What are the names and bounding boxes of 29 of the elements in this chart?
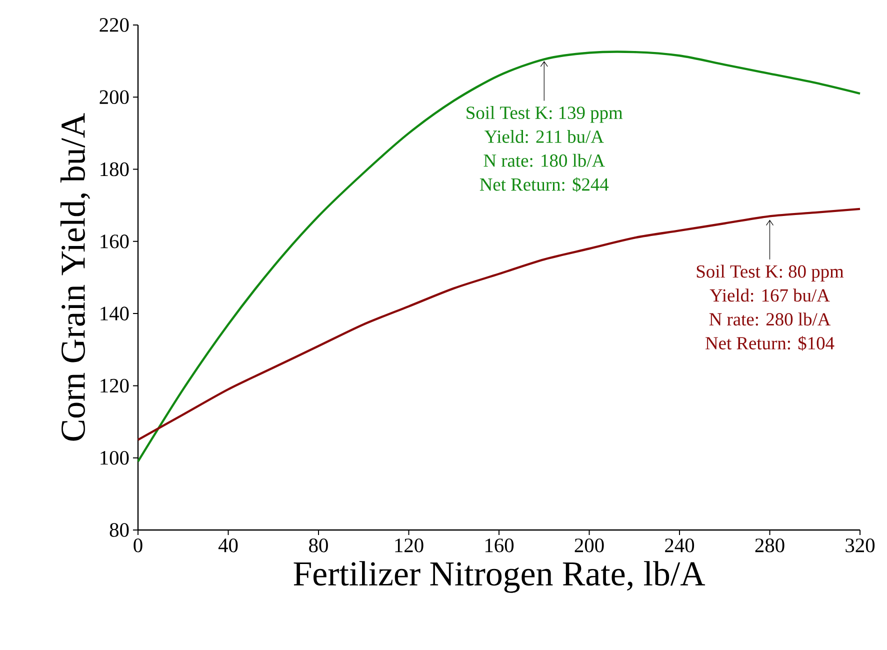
x-tick-label: 120	[395, 538, 424, 552]
annotation: Net Return: $244	[480, 177, 609, 192]
annotation: Soil Test K: 139 ppm	[466, 106, 623, 123]
x-tick-label: 280	[755, 538, 784, 552]
annotation: Yield: 211 bu/A	[484, 130, 604, 144]
x-tick-label: 0	[134, 538, 142, 552]
x-tick-label: 160	[485, 538, 514, 552]
x-tick-label: 320	[846, 538, 875, 552]
y-tick-label: 80	[110, 523, 129, 537]
x-tick-label: 80	[309, 538, 328, 552]
x-axis-title: Fertilizer Nitrogen Rate, lb/A	[294, 561, 706, 593]
x-tick-label: 200	[574, 538, 604, 552]
line-series	[136, 50, 862, 463]
line-series	[136, 208, 862, 441]
annotation: N rate: 280 lb/A	[709, 312, 831, 326]
y-tick-label: 180	[100, 162, 129, 176]
annotation: Net Return: $104	[706, 336, 834, 351]
y-tick-label: 100	[100, 450, 129, 465]
x-tick-label: 40	[218, 538, 238, 552]
annotation: N rate: 180 lb/A	[484, 154, 605, 167]
annotation: Yield: 167 bu/A	[710, 288, 830, 302]
y-axis-title: Corn Grain Yield, bu/A	[60, 113, 90, 441]
y-tick-label: 120	[100, 378, 129, 393]
y-tick-label: 140	[100, 306, 129, 320]
y-tick-label: 220	[100, 18, 129, 32]
y-tick-label: 160	[100, 234, 129, 248]
x-tick-label: 240	[665, 538, 694, 552]
y-tick-label: 200	[100, 90, 129, 104]
annotation: Soil Test K: 80 ppm	[696, 264, 844, 282]
